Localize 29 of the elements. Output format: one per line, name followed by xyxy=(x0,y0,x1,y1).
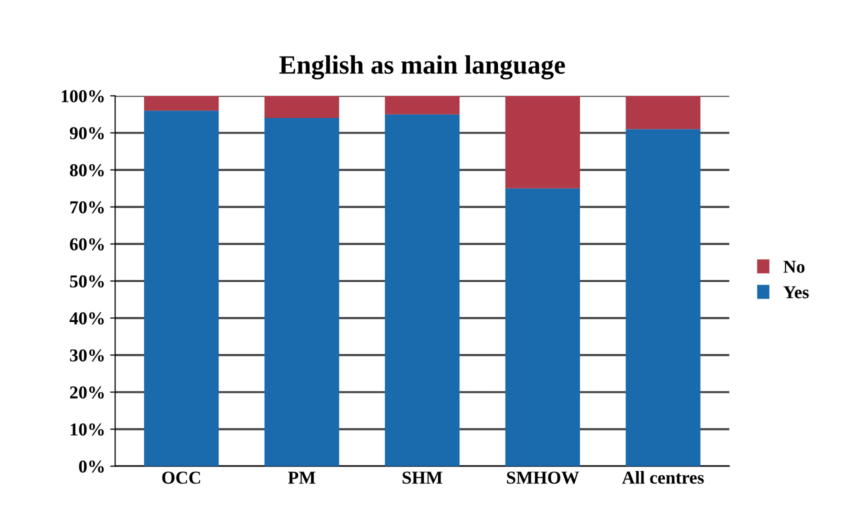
y-tick-label: 20% xyxy=(70,386,104,399)
y-tick-label: 60% xyxy=(70,238,104,250)
bar xyxy=(144,96,219,111)
y-tick-label: 80% xyxy=(70,164,104,176)
bar xyxy=(264,118,340,466)
bar xyxy=(264,96,340,118)
bar xyxy=(505,188,580,466)
x-tick-label: All centres xyxy=(622,471,704,484)
bar xyxy=(384,114,460,466)
legend-label: Yes xyxy=(783,286,809,298)
bar xyxy=(384,96,460,114)
legend-label: No xyxy=(783,260,805,273)
y-tick-label: 30% xyxy=(70,349,104,362)
y-tick-label: 90% xyxy=(70,127,104,140)
y-tick-label: 70% xyxy=(70,201,104,214)
x-tick-label: SMHOW xyxy=(507,472,579,484)
bar xyxy=(144,110,219,466)
y-tick-label: 0% xyxy=(79,460,104,473)
bar xyxy=(505,96,580,188)
x-tick-label: OCC xyxy=(162,472,200,484)
x-tick-label: PM xyxy=(288,472,316,484)
y-tick-label: 50% xyxy=(70,275,104,288)
y-tick-label: 40% xyxy=(70,312,104,325)
y-tick-label: 100% xyxy=(62,90,104,102)
bar xyxy=(626,129,700,466)
x-tick-label: SHM xyxy=(402,472,442,484)
bar xyxy=(626,96,700,130)
y-tick-label: 10% xyxy=(70,423,104,436)
chart-title: English as main language xyxy=(279,55,565,80)
